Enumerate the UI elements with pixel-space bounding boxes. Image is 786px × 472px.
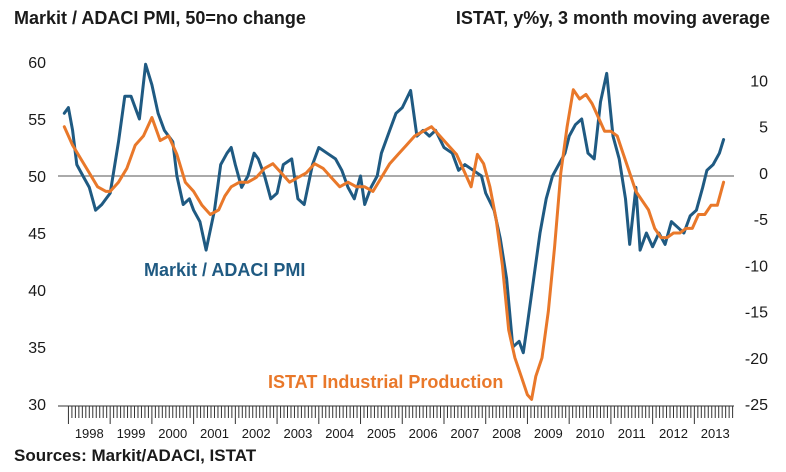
x-axis-year-label: 2000 xyxy=(158,426,187,441)
x-axis-year-label: 2003 xyxy=(283,426,312,441)
right-axis-tick-label: -20 xyxy=(745,351,768,368)
x-axis-year-label: 2012 xyxy=(659,426,688,441)
x-axis-year-label: 2008 xyxy=(492,426,521,441)
right-axis-tick-label: -10 xyxy=(745,258,768,275)
x-axis-year-label: 2002 xyxy=(242,426,271,441)
right-axis-tick-label: -25 xyxy=(745,397,768,414)
left-axis-tick-label: 55 xyxy=(28,112,46,129)
left-axis-tick-label: 45 xyxy=(28,226,46,243)
right-axis-title: ISTAT, y%y, 3 month moving average xyxy=(455,8,770,28)
x-axis-year-label: 1999 xyxy=(117,426,146,441)
x-axis-year-label: 1998 xyxy=(75,426,104,441)
right-axis-tick-label: 5 xyxy=(759,120,768,137)
production-series-label: ISTAT Industrial Production xyxy=(268,372,503,392)
x-axis-year-label: 2004 xyxy=(325,426,354,441)
x-axis-year-label: 2001 xyxy=(200,426,229,441)
right-axis-tick-label: -5 xyxy=(754,212,768,229)
x-axis-year-label: 2005 xyxy=(367,426,396,441)
left-axis-title: Markit / ADACI PMI, 50=no change xyxy=(14,8,306,28)
right-axis-tick-label: -15 xyxy=(745,305,768,322)
x-axis-year-label: 2006 xyxy=(409,426,438,441)
right-axis-tick-label: 0 xyxy=(759,166,768,183)
left-axis-tick-label: 35 xyxy=(28,340,46,357)
source-note: Sources: Markit/ADACI, ISTAT xyxy=(14,446,257,465)
x-axis-year-label: 2007 xyxy=(450,426,479,441)
x-axis-year-label: 2013 xyxy=(701,426,730,441)
pmi-series-label: Markit / ADACI PMI xyxy=(144,260,305,280)
x-axis-year-label: 2010 xyxy=(576,426,605,441)
left-axis-tick-label: 50 xyxy=(28,169,46,186)
pmi-series-line xyxy=(62,62,726,355)
right-axis-tick-label: 10 xyxy=(750,73,768,90)
x-axis-year-label: 2011 xyxy=(618,426,646,441)
x-axis-year-label: 2009 xyxy=(534,426,563,441)
left-axis-tick-label: 30 xyxy=(28,397,46,414)
left-axis-tick-label: 60 xyxy=(28,55,46,72)
production-series-line xyxy=(62,88,726,401)
left-axis-tick-label: 40 xyxy=(28,283,46,300)
